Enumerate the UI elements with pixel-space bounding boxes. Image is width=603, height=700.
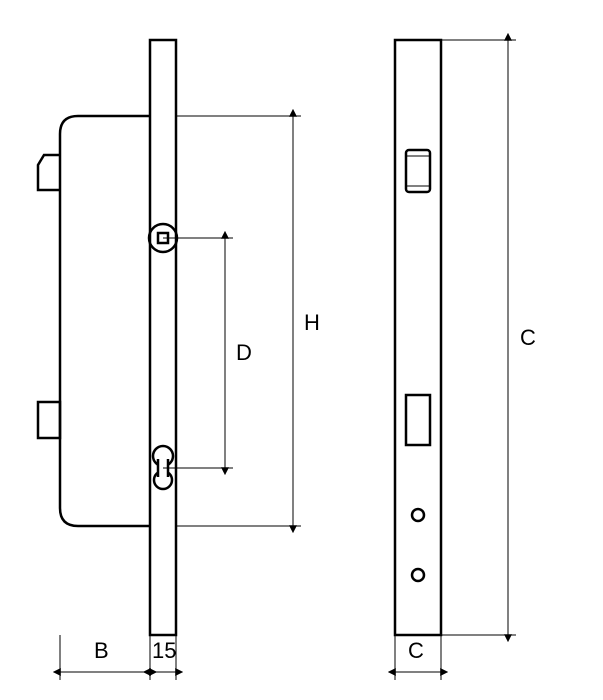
dim-c-horiz-label: C [408, 638, 424, 663]
latch-bolt [38, 155, 60, 190]
screw-hole-0 [412, 509, 424, 521]
lock-body [60, 116, 150, 526]
dim-15-label: 15 [152, 638, 176, 663]
dim-h-label: H [304, 310, 320, 335]
right-faceplate [395, 40, 441, 635]
dim-c-vert-label: C [520, 325, 536, 350]
deadbolt [38, 402, 60, 438]
dim-d-label: D [236, 340, 252, 365]
deadbolt-slot [406, 395, 430, 445]
dim-b-label: B [94, 638, 109, 663]
screw-hole-1 [412, 569, 424, 581]
left-faceplate [150, 40, 176, 635]
